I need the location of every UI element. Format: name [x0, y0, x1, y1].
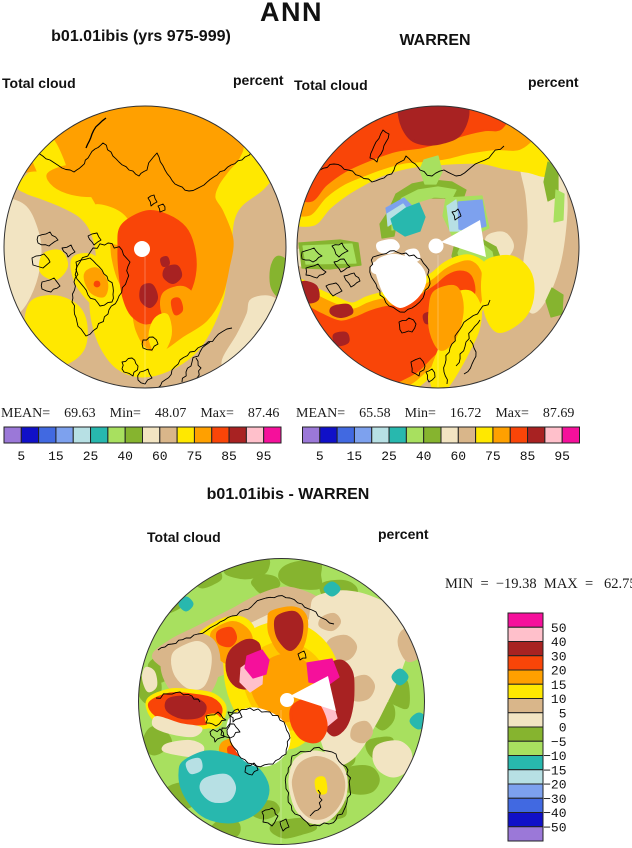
svg-text:−5: −5: [551, 735, 567, 750]
svg-text:85: 85: [221, 449, 237, 464]
svg-text:95: 95: [256, 449, 272, 464]
svg-text:20: 20: [551, 664, 567, 679]
svg-text:25: 25: [83, 449, 99, 464]
svg-text:5: 5: [559, 706, 567, 721]
svg-text:95: 95: [554, 449, 570, 464]
svg-text:40: 40: [551, 635, 567, 650]
svg-text:−30: −30: [543, 792, 566, 807]
svg-text:0: 0: [559, 721, 567, 736]
svg-text:50: 50: [551, 621, 567, 636]
svg-text:15: 15: [551, 678, 567, 693]
svg-text:60: 60: [451, 449, 467, 464]
svg-text:−15: −15: [543, 763, 566, 778]
svg-text:5: 5: [316, 449, 324, 464]
svg-text:15: 15: [347, 449, 363, 464]
svg-text:−40: −40: [543, 806, 566, 821]
svg-text:−10: −10: [543, 749, 566, 764]
svg-text:10: 10: [551, 692, 567, 707]
svg-text:25: 25: [381, 449, 397, 464]
svg-text:15: 15: [48, 449, 64, 464]
svg-text:75: 75: [485, 449, 501, 464]
svg-text:40: 40: [117, 449, 133, 464]
svg-text:75: 75: [187, 449, 203, 464]
svg-text:30: 30: [551, 649, 567, 664]
svg-text:60: 60: [152, 449, 168, 464]
svg-text:−20: −20: [543, 778, 566, 793]
svg-text:85: 85: [520, 449, 536, 464]
svg-text:40: 40: [416, 449, 432, 464]
svg-text:5: 5: [17, 449, 25, 464]
svg-text:−50: −50: [543, 820, 566, 835]
